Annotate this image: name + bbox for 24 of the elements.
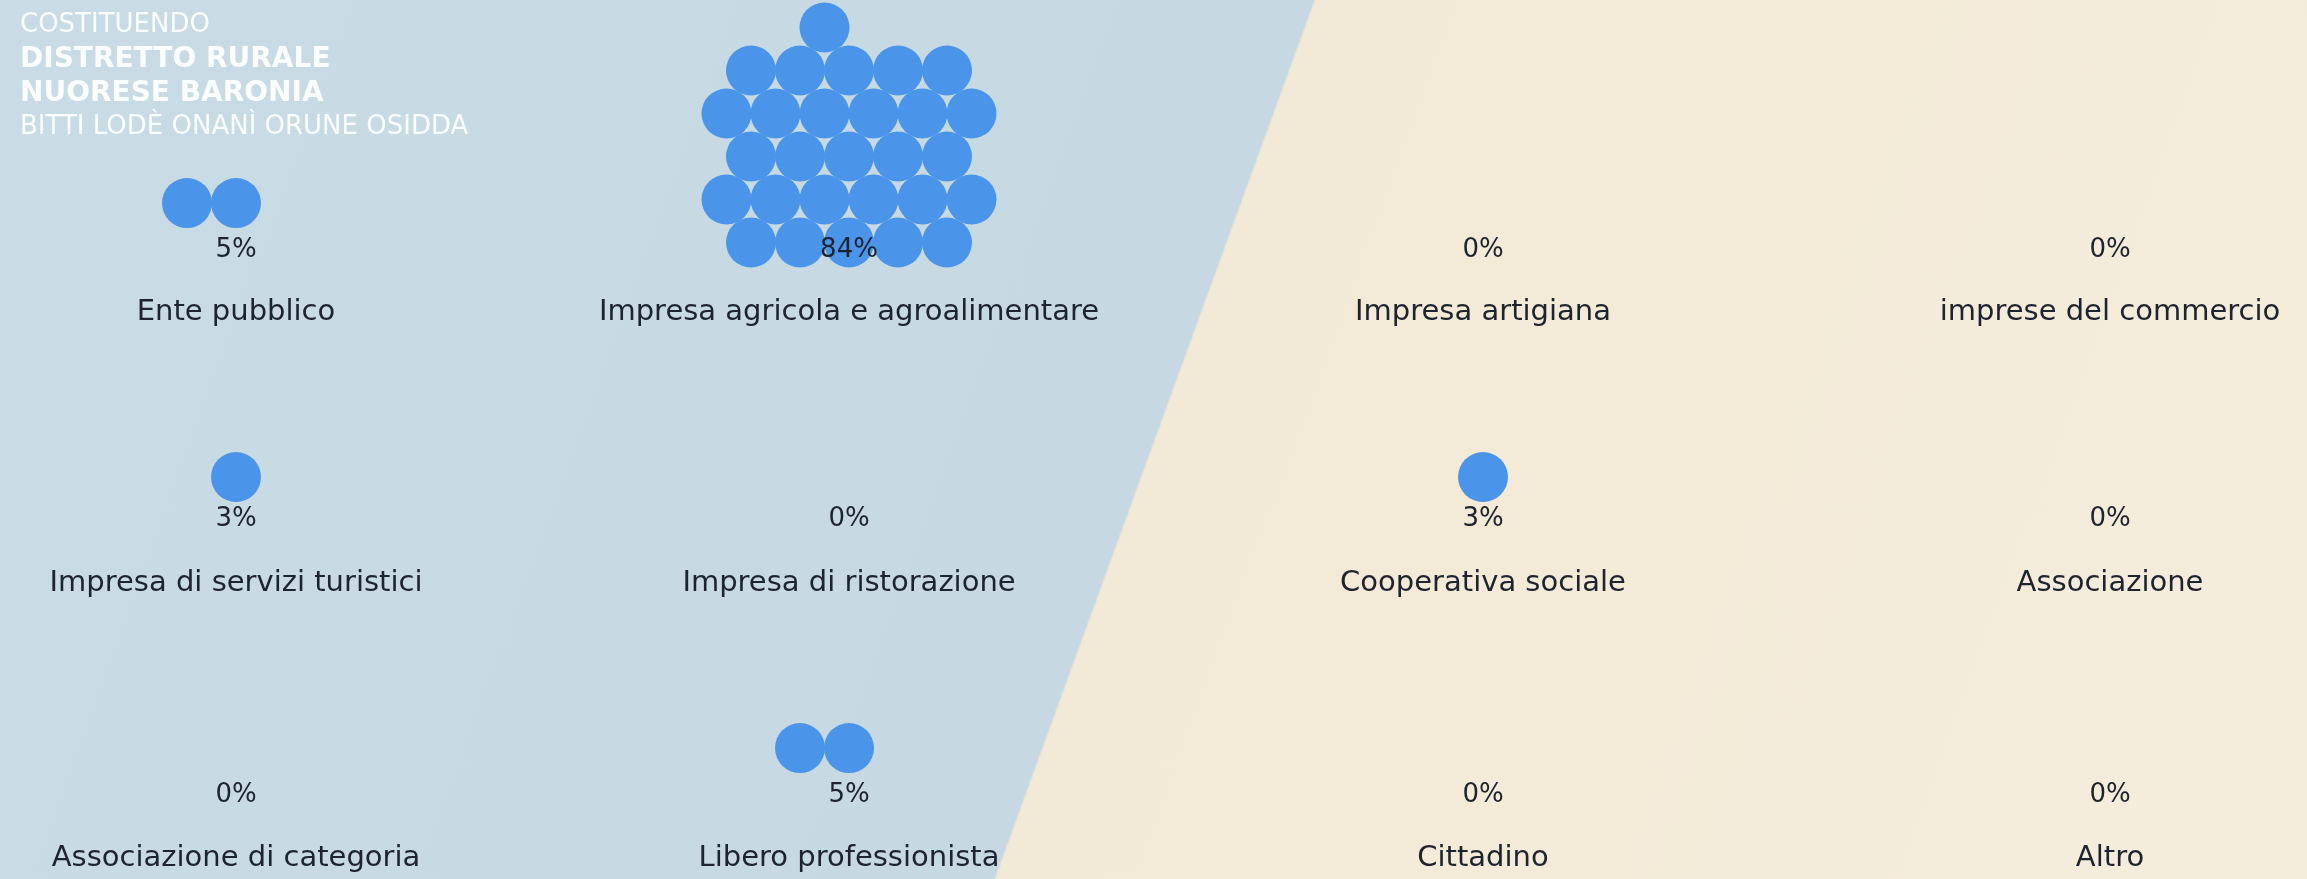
category-label: Associazione [2016, 563, 2204, 598]
data-label: 0% [2089, 232, 2131, 263]
category-label: Impresa di servizi turistici [49, 563, 423, 598]
data-label: 0% [1462, 777, 1504, 808]
category-label: Associazione di categoria [51, 838, 421, 873]
data-label: 5% [215, 232, 257, 263]
category-label: Impresa agricola e agroalimentare [598, 292, 1100, 327]
data-label: 3% [1462, 501, 1504, 532]
category-label: Cooperativa sociale [1340, 563, 1626, 598]
category-label: Ente pubblico [136, 292, 336, 327]
category-label: Altro [2075, 838, 2145, 873]
category-label: imprese del commercio [1939, 292, 2281, 327]
category-label: Libero professionista [698, 838, 1000, 873]
category-label: Impresa artigiana [1355, 292, 1611, 327]
data-label: 84% [820, 232, 878, 263]
data-label: 3% [215, 501, 257, 532]
category-label: Impresa di ristorazione [682, 563, 1016, 598]
data-label: 0% [215, 777, 257, 808]
data-label: 0% [2089, 777, 2131, 808]
data-label: 0% [828, 501, 870, 532]
data-label: 0% [2089, 501, 2131, 532]
category-label: Cittadino [1417, 838, 1549, 873]
data-label: 0% [1462, 232, 1504, 263]
data-label: 5% [828, 777, 870, 808]
